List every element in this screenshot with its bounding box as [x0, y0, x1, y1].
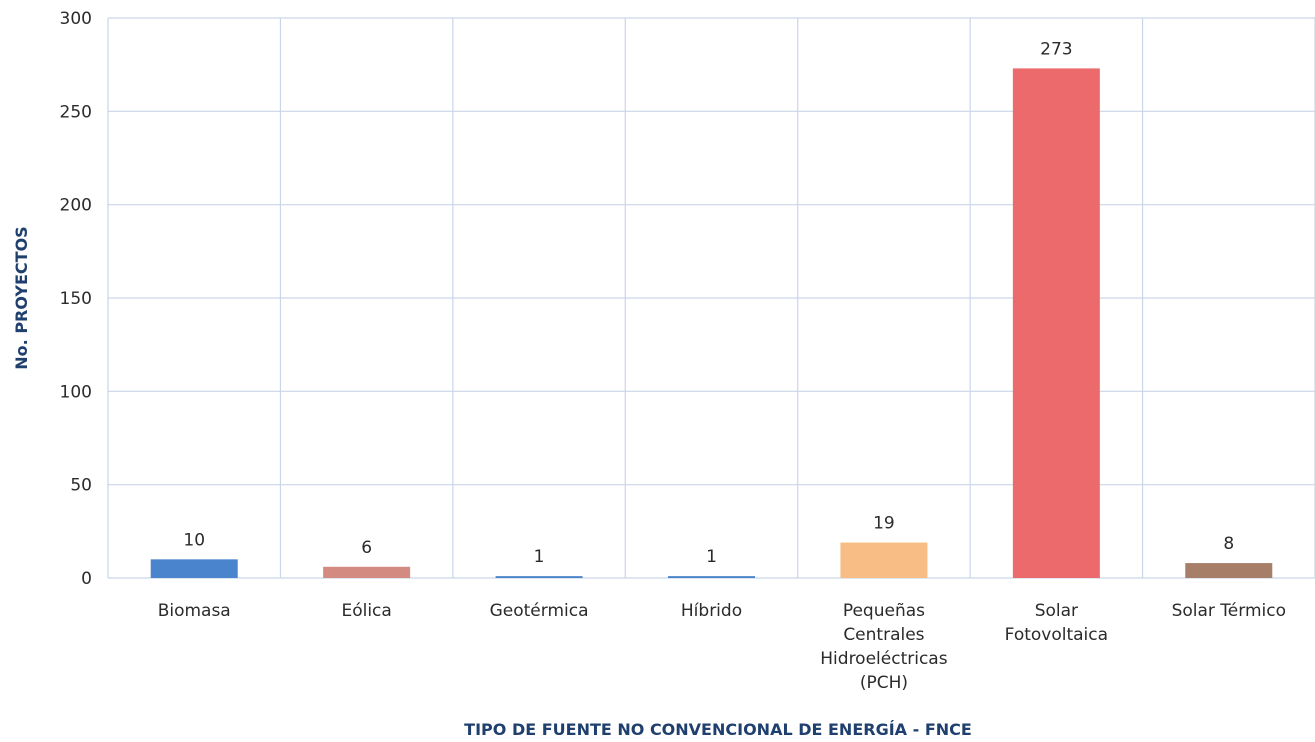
data-label: 8 — [1223, 534, 1234, 554]
data-label: 1 — [706, 547, 717, 567]
data-labels: 10 6 1 1 19 273 8 — [183, 39, 1234, 567]
x-axis-title: TIPO DE FUENTE NO CONVENCIONAL DE ENERGÍ… — [464, 720, 972, 739]
y-tick-label: 200 — [60, 196, 92, 216]
x-tick-label: Solar Fotovoltaica — [1005, 601, 1108, 645]
data-label: 6 — [361, 538, 372, 558]
y-axis-title: No. PROYECTOS — [12, 226, 31, 369]
x-tick-label: Biomasa — [158, 601, 231, 621]
bars — [150, 68, 1273, 579]
x-axis-categories: Biomasa Eólica Geotérmica Híbrido Pequeñas Ce… — [158, 601, 1286, 693]
y-tick-label: 50 — [70, 476, 92, 496]
bar — [495, 576, 583, 578]
gridlines — [107, 17, 1315, 579]
x-tick-label: Geotérmica — [490, 601, 589, 621]
bar — [840, 542, 928, 578]
bar — [668, 576, 755, 578]
y-tick-label: 250 — [60, 102, 92, 122]
y-tick-label: 0 — [81, 569, 92, 589]
data-label: 273 — [1040, 39, 1072, 59]
y-tick-label: 150 — [60, 289, 92, 309]
data-label: 1 — [534, 547, 545, 567]
x-tick-label: Pequeñas Centrales Hidroeléctricas (PCH) — [820, 601, 947, 693]
x-tick-label: Eólica — [341, 601, 391, 621]
x-tick-label: Solar Térmico — [1172, 601, 1286, 621]
data-label: 19 — [873, 514, 895, 534]
bar — [1185, 563, 1273, 578]
data-label: 10 — [183, 530, 205, 550]
x-tick-label: Híbrido — [681, 601, 742, 621]
y-axis-ticks: 0 50 100 150 200 250 300 — [60, 9, 92, 589]
y-tick-label: 300 — [60, 9, 92, 29]
y-tick-label: 100 — [60, 382, 92, 402]
bar — [1012, 68, 1100, 579]
bar — [150, 559, 238, 578]
bar — [323, 566, 411, 578]
